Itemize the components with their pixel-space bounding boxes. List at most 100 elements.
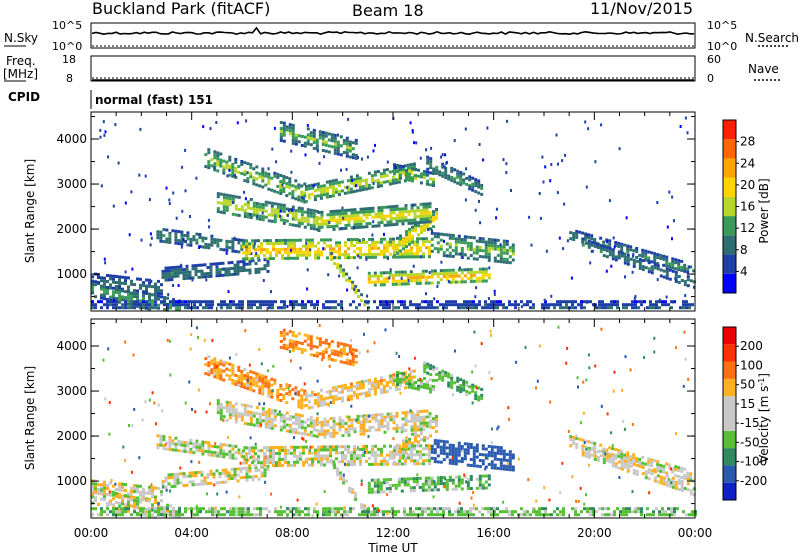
heatmap-cell xyxy=(282,209,286,213)
heatmap-cell xyxy=(133,292,136,296)
heatmap-cell xyxy=(340,399,344,403)
heatmap-cell xyxy=(337,193,341,197)
heatmap-speck xyxy=(510,189,512,192)
heatmap-cell xyxy=(575,235,579,239)
heatmap-speck xyxy=(236,121,239,125)
heatmap-cell xyxy=(414,174,417,177)
heatmap-cell xyxy=(493,445,497,449)
heatmap-cell xyxy=(383,205,387,209)
heatmap-cell xyxy=(499,254,503,258)
heatmap-cell xyxy=(617,244,621,248)
heatmap-cell xyxy=(218,268,222,271)
heatmap-cell xyxy=(653,258,657,262)
heatmap-cell xyxy=(238,303,241,307)
colorbar-tick-label: 4 xyxy=(740,264,748,278)
heatmap-cell xyxy=(688,306,691,310)
heatmap-cell xyxy=(644,255,648,259)
heatmap-speck xyxy=(440,260,443,264)
heatmap-cell xyxy=(462,181,466,185)
heatmap-cell xyxy=(428,211,432,215)
heatmap-cell xyxy=(342,271,346,275)
heatmap-cell xyxy=(435,378,439,382)
heatmap-cell xyxy=(447,381,451,385)
heatmap-cell xyxy=(336,473,340,477)
heatmap-cell xyxy=(340,387,344,391)
heatmap-cell xyxy=(311,451,314,455)
heatmap-cell xyxy=(442,269,446,272)
heatmap-cell xyxy=(263,464,266,468)
heatmap-cell xyxy=(379,487,383,491)
heatmap-speck xyxy=(464,127,467,131)
heatmap-cell xyxy=(179,268,183,272)
heatmap-cell xyxy=(414,436,417,440)
heatmap-cell xyxy=(248,257,251,261)
nsky-frame xyxy=(90,22,696,49)
heatmap-cell xyxy=(254,464,257,468)
heatmap-cell xyxy=(379,175,383,179)
heatmap-cell xyxy=(316,395,320,399)
heatmap-cell xyxy=(647,460,651,464)
heatmap-cell xyxy=(644,249,648,253)
heatmap-cell xyxy=(406,306,409,310)
heatmap-cell xyxy=(623,252,627,256)
heatmap-cell xyxy=(350,457,353,461)
heatmap-cell xyxy=(394,483,398,487)
heatmap-cell xyxy=(270,201,274,205)
heatmap-speck xyxy=(347,117,350,121)
heatmap-cell xyxy=(425,240,428,244)
heatmap-cell xyxy=(255,418,259,422)
heatmap-cell xyxy=(320,420,324,424)
heatmap-cell xyxy=(430,306,433,310)
heatmap-speck xyxy=(172,284,175,287)
heatmap-cell xyxy=(243,377,247,381)
heatmap-cell xyxy=(450,379,454,383)
heatmap-cell xyxy=(118,492,121,496)
heatmap-cell xyxy=(480,186,484,190)
heatmap-cell xyxy=(397,282,401,286)
heatmap-cell xyxy=(291,205,295,209)
heatmap-cell xyxy=(359,210,363,214)
heatmap-cell xyxy=(179,271,183,275)
heatmap-cell xyxy=(249,198,253,201)
heatmap-cell xyxy=(359,247,362,250)
heatmap-cell xyxy=(541,306,544,310)
heatmap-cell xyxy=(596,456,600,459)
heatmap-cell xyxy=(454,475,458,479)
heatmap-cell xyxy=(481,255,485,259)
heatmap-cell xyxy=(245,469,249,473)
heatmap-cell xyxy=(484,243,488,247)
heatmap-cell xyxy=(333,262,337,266)
heatmap-cell xyxy=(201,449,205,453)
heatmap-cell xyxy=(275,452,278,455)
heatmap-cell xyxy=(386,421,390,425)
heatmap-cell xyxy=(370,387,374,391)
heatmap-cell xyxy=(508,300,511,304)
heatmap-cell xyxy=(448,268,452,272)
heatmap-cell xyxy=(404,255,407,259)
heatmap-cell xyxy=(231,165,235,169)
heatmap-cell xyxy=(124,489,127,493)
heatmap-cell xyxy=(410,218,414,222)
heatmap-cell xyxy=(241,300,244,304)
heatmap-cell xyxy=(94,283,97,287)
heatmap-cell xyxy=(406,273,410,277)
heatmap-speck xyxy=(140,238,143,242)
heatmap-cell xyxy=(308,238,311,242)
heatmap-speck xyxy=(465,167,468,171)
heatmap-cell xyxy=(216,373,220,377)
heatmap-cell xyxy=(389,214,393,218)
heatmap-cell xyxy=(267,201,271,205)
heatmap-cell xyxy=(499,300,502,304)
heatmap-cell xyxy=(412,165,416,169)
heatmap-cell xyxy=(412,375,416,379)
heatmap-cell xyxy=(362,417,366,421)
heatmap-cell xyxy=(632,468,636,472)
heatmap-cell xyxy=(176,475,180,479)
heatmap-cell xyxy=(154,285,157,289)
heatmap-cell xyxy=(490,454,494,458)
heatmap-cell xyxy=(511,252,515,256)
heatmap-cell xyxy=(457,444,461,448)
heatmap-cell xyxy=(388,377,392,381)
heatmap-cell xyxy=(256,306,259,310)
heatmap-cell xyxy=(493,300,496,304)
